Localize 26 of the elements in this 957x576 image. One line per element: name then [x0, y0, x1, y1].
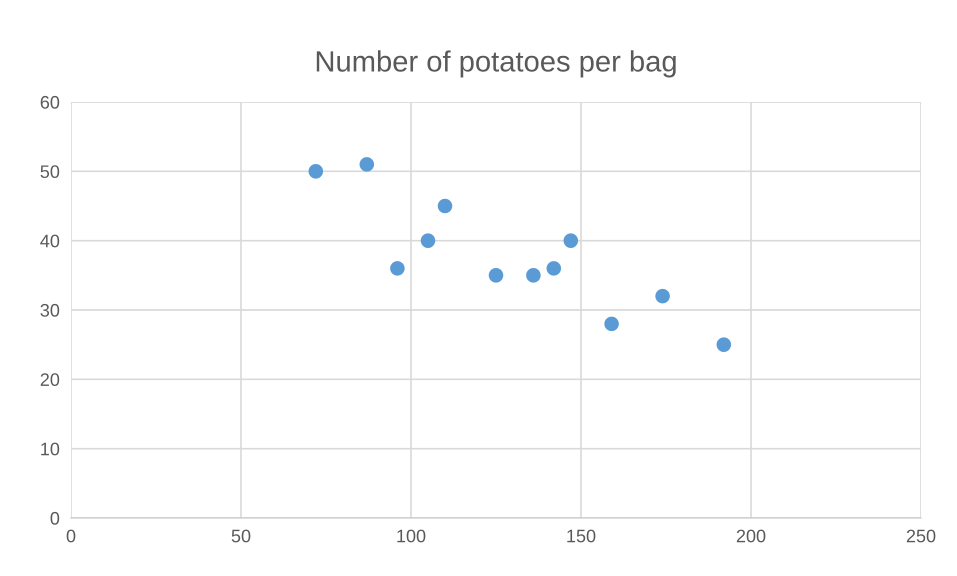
y-tick-label: 40: [40, 234, 60, 248]
y-tick-label: 60: [40, 96, 60, 109]
point: [564, 233, 578, 248]
point: [546, 261, 562, 276]
chart-title: Number of potatoes per bag: [316, 50, 676, 78]
y-tick-label: 10: [41, 442, 60, 456]
point: [488, 268, 504, 283]
point: [526, 268, 541, 283]
point: [390, 261, 405, 276]
point: [308, 164, 324, 179]
x-tick-label: 150: [567, 530, 596, 542]
x-tick-label: 250: [906, 530, 936, 542]
x-tick-label: 100: [397, 530, 426, 542]
point: [438, 198, 452, 214]
y-tick-label: 30: [40, 304, 60, 317]
y-tick-label: 0: [50, 512, 60, 525]
x-tick-label: 50: [232, 530, 250, 542]
point: [655, 288, 670, 304]
point: [420, 233, 436, 248]
y-tick-label: 20: [40, 373, 60, 386]
y-tick-label: 50: [40, 165, 60, 178]
point: [360, 157, 374, 172]
point: [716, 337, 732, 352]
x-tick-label: 0: [66, 530, 76, 542]
point: [604, 316, 619, 332]
x-tick-label: 200: [736, 530, 766, 542]
